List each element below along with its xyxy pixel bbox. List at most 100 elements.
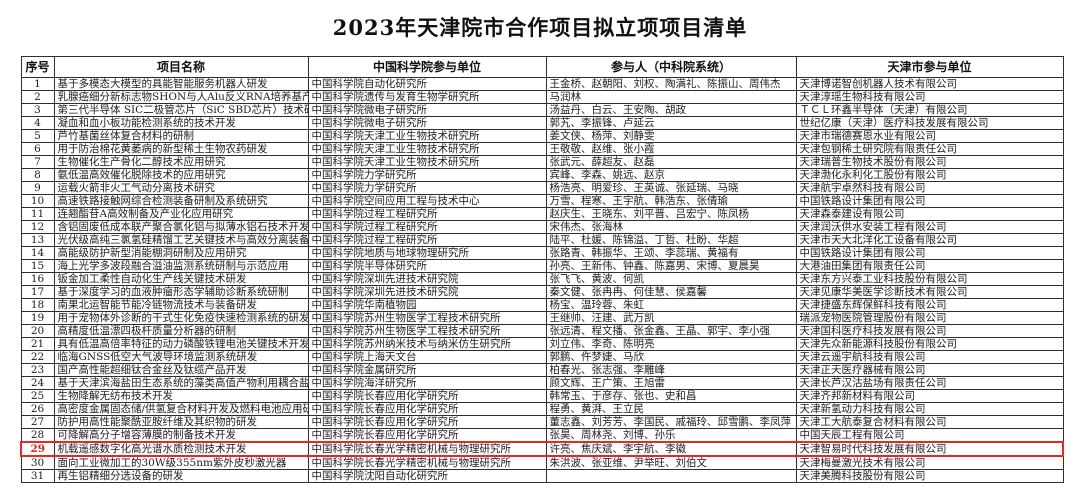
cell-cas-unit: 中国科学院过程工程研究所 <box>307 233 547 247</box>
cell-participants: 王敬敬、赵维、张小霞 <box>545 142 797 156</box>
cell-project-name: 连翘酯苷A高效制备及产业化应用研究 <box>53 207 309 221</box>
cell-cas-unit: 中国科学院过程工程研究所 <box>307 207 547 221</box>
cell-row-number: 4 <box>20 116 55 130</box>
cell-row-number: 23 <box>20 363 55 377</box>
cell-participants: 万雪、程寒、王宇航、韩浩东、张倩瑜 <box>545 194 797 208</box>
cell-cas-unit: 中国科学院天津工业生物技术研究所 <box>307 142 547 156</box>
cell-row-number: 8 <box>20 168 55 182</box>
cell-row-number: 5 <box>20 129 55 143</box>
cell-cas-unit: 中国科学院深圳先进技术研究院 <box>307 285 547 299</box>
header-cas-unit: 中国科学院参与单位 <box>307 56 547 78</box>
cell-project-name: 高速铁路接触网综合检测装备研制及系统研究 <box>53 194 309 208</box>
table-row: 25 生物降解无纺布技术开发 中国科学院长春应用化学研究所 韩常玉、于彦存、张也… <box>20 389 1064 403</box>
cell-participants: 秦文健、张冉冉、何佳慧、侯嘉馨 <box>545 285 797 299</box>
cell-tianjin-unit: 天津国科医疗科技发展有限公司 <box>795 324 1064 338</box>
table-row: 7 生物催化生产骨化二醇技术应用研究 中国科学院天津工业生物技术研究所 张武元、… <box>20 155 1064 169</box>
cell-cas-unit: 中国科学院天津工业生物技术研究所 <box>307 129 547 143</box>
cell-row-number: 2 <box>20 90 55 104</box>
cell-tianjin-unit: 天津新氢动力科技有限公司 <box>795 402 1064 416</box>
cell-project-name: 南果北运智能节能冷链物流技术与装备研发 <box>53 298 309 312</box>
cell-project-name: 运载火箭非火工气动分离技术研究 <box>53 181 309 195</box>
cell-project-name: 临海GNSS低空大气波导环境监测系统研发 <box>53 350 309 364</box>
cell-cas-unit: 中国科学院金属研究所 <box>307 363 547 377</box>
cell-participants: 郭鹏、仵梦婕、马欣 <box>545 350 797 364</box>
table-row: 29 机载遥感数字化高光谱水质检测技术开发 中国科学院长春光学精密机械与物理研究… <box>20 441 1064 457</box>
cell-participants: 宋伟杰、张海林 <box>545 220 797 234</box>
cell-project-name: 机载遥感数字化高光谱水质检测技术开发 <box>53 441 309 457</box>
cell-cas-unit: 中国科学院苏州纳米技术与纳米仿生研究所 <box>307 337 547 351</box>
cell-tianjin-unit: 天津渤化永利化工股份有限公司 <box>795 168 1064 182</box>
cell-participants: 顾文辉、王广策、王旭雷 <box>545 376 797 390</box>
cell-row-number: 25 <box>20 389 55 403</box>
cell-cas-unit: 中国科学院长春应用化学研究所 <box>307 389 547 403</box>
cell-participants: 郭艽、李振锋、卢延云 <box>545 116 797 130</box>
cell-participants: 杨宝、温玲蓉、朱虹 <box>545 298 797 312</box>
table-row: 22 临海GNSS低空大气波导环境监测系统研发 中国科学院上海天文台 郭鹏、仵梦… <box>20 350 1064 364</box>
cell-participants: 孙亮、王新伟、钟鑫、陈嘉男、宋博、夏晨昊 <box>545 259 797 273</box>
table-body: 1 基于多模态大模型的具能智能服务机器人研发 中国科学院自动化研究所 王金桥、赵… <box>20 77 1064 483</box>
cell-cas-unit: 中国科学院地质与地球物理研究所 <box>307 246 547 260</box>
cell-participants: 王金桥、赵朝阳、刘权、陶满礼、陈振山、周伟杰 <box>545 77 797 91</box>
cell-project-name: 高能级防护新型消能棚洞研制及应用研究 <box>53 246 309 260</box>
cell-cas-unit: 中国科学院自动化研究所 <box>307 77 547 91</box>
cell-tianjin-unit: 天津航宇卓然科技有限公司 <box>795 181 1064 195</box>
cell-row-number: 7 <box>20 155 55 169</box>
cell-row-number: 12 <box>20 220 55 234</box>
cell-tianjin-unit: 天津淳瑶生物科技有限公司 <box>795 90 1064 104</box>
cell-project-name: 钣金加工柔性自动化生产线关键技术研发 <box>53 272 309 286</box>
cell-tianjin-unit: 瑞派宠物医院管理股份有限公司 <box>795 311 1064 325</box>
cell-participants: 张昊、周林尧、刘博、孙乐 <box>545 428 797 443</box>
cell-tianjin-unit: 天津梅曼激光技术有限公司 <box>795 455 1064 470</box>
cell-project-name: 用于防治棉花黄萎病的新型稀土生物农药研发 <box>53 142 309 156</box>
projects-table: 序号 项目名称 中国科学院参与单位 参与人（中科院系统） 天津市参与单位 1 基… <box>20 56 1064 483</box>
cell-tianjin-unit: 天津见康华美医学诊断技术有限公司 <box>795 285 1064 299</box>
cell-cas-unit: 中国科学院过程工程研究所 <box>307 220 547 234</box>
table-row: 2 乳腺癌细分新标志物SHON与人Alu反义RNA培养基产品的 中国科学院遗传与… <box>20 90 1064 104</box>
cell-cas-unit: 中国科学院力学研究所 <box>307 181 547 195</box>
cell-cas-unit: 中国科学院华南植物园 <box>307 298 547 312</box>
header-tianjin-unit: 天津市参与单位 <box>795 56 1064 78</box>
cell-tianjin-unit: 大港油田集团有限责任公司 <box>795 259 1064 273</box>
cell-project-name: 再生铝精细分选设备的研发 <box>53 469 309 483</box>
table-row: 17 基于深度学习的血液肿瘤形态学辅助诊断系统研制 中国科学院深圳先进技术研究院… <box>20 285 1064 299</box>
cell-cas-unit: 中国科学院天津工业生物技术研究所 <box>307 155 547 169</box>
table-row: 18 南果北运智能节能冷链物流技术与装备研发 中国科学院华南植物园 杨宝、温玲蓉… <box>20 298 1064 312</box>
cell-tianjin-unit: 中国铁路设计集团有限公司 <box>795 194 1064 208</box>
table-row: 19 用于宠物体外诊断的干式生化免疫快速检测系统的研发 中国科学院苏州生物医学工… <box>20 311 1064 325</box>
cell-row-number: 11 <box>20 207 55 221</box>
cell-project-name: 光伏级高纯三氯氢硅精馏工艺关键技术与高效分离装备 <box>53 233 309 247</box>
cell-project-name: 基于天津滨海盐田生态系统的藻类高值产物利用耦合盐 <box>53 376 309 390</box>
cell-participants: 朱洪波、张亚维、尹举旺、刘伯文 <box>545 455 797 470</box>
cell-row-number: 22 <box>20 350 55 364</box>
cell-tianjin-unit: 天津包钢稀土研究院有限责任公司 <box>795 142 1064 156</box>
cell-tianjin-unit: 天津森泰建设有限公司 <box>795 207 1064 221</box>
cell-project-name: 乳腺癌细分新标志物SHON与人Alu反义RNA培养基产品的 <box>53 90 309 104</box>
table-row: 12 含铝固废低成本联产聚合氯化铝与拟薄水铝石技术开发 中国科学院过程工程研究所… <box>20 220 1064 234</box>
cell-cas-unit: 中国科学院长春应用化学研究所 <box>307 415 547 429</box>
cell-participants: 程勇、黄湃、王立民 <box>545 402 797 416</box>
table-row: 28 可降解高分子增容薄膜的制备技术开发 中国科学院长春应用化学研究所 张昊、周… <box>20 428 1064 443</box>
cell-participants: 杨浩亮、明爱珍、王英诚、张延瑞、马晓 <box>545 181 797 195</box>
table-row: 5 芦竹基菌丝体复合材料的研制 中国科学院天津工业生物技术研究所 姜文侠、杨萍、… <box>20 129 1064 143</box>
table-row: 9 运载火箭非火工气动分离技术研究 中国科学院力学研究所 杨浩亮、明爱珍、王英诚… <box>20 181 1064 195</box>
table-row: 30 面向工业微加工的30W级355nm紫外皮秒激光器 中国科学院长春光学精密机… <box>20 455 1064 470</box>
table-header: 序号 项目名称 中国科学院参与单位 参与人（中科院系统） 天津市参与单位 <box>20 56 1064 78</box>
table-row: 20 高精度低温漂四极杆质量分析器的研制 中国科学院苏州生物医学工程技术研究所 … <box>20 324 1064 338</box>
cell-cas-unit: 中国科学院长春应用化学研究所 <box>307 428 547 443</box>
table-row: 15 海上光学多波段融合溢油监测系统研制与示范应用 中国科学院半导体研究所 孙亮… <box>20 259 1064 273</box>
table-row: 1 基于多模态大模型的具能智能服务机器人研发 中国科学院自动化研究所 王金桥、赵… <box>20 77 1064 91</box>
table-row: 6 用于防治棉花黄萎病的新型稀土生物农药研发 中国科学院天津工业生物技术研究所 … <box>20 142 1064 156</box>
header-no: 序号 <box>20 56 55 78</box>
cell-tianjin-unit: 天津智易时代科技发展有限公司 <box>795 441 1064 457</box>
table-row: 3 第三代半导体 SIC二极管芯片（SiC SBD芯片）技术研 中国科学院微电子… <box>20 103 1064 117</box>
cell-row-number: 18 <box>20 298 55 312</box>
cell-participants: 赵庆生、王晓东、刘平晋、吕宏宁、陈凤杨 <box>545 207 797 221</box>
table-row: 11 连翘酯苷A高效制备及产业化应用研究 中国科学院过程工程研究所 赵庆生、王晓… <box>20 207 1064 221</box>
table-row: 16 钣金加工柔性自动化生产线关键技术研发 中国科学院深圳先进技术研究院 张飞飞… <box>20 272 1064 286</box>
cell-participants: 张路青、韩振华、王颂、李蕊瑞、黄福有 <box>545 246 797 260</box>
cell-row-number: 14 <box>20 246 55 260</box>
cell-row-number: 1 <box>20 77 55 91</box>
cell-row-number: 20 <box>20 324 55 338</box>
cell-row-number: 30 <box>20 455 55 470</box>
